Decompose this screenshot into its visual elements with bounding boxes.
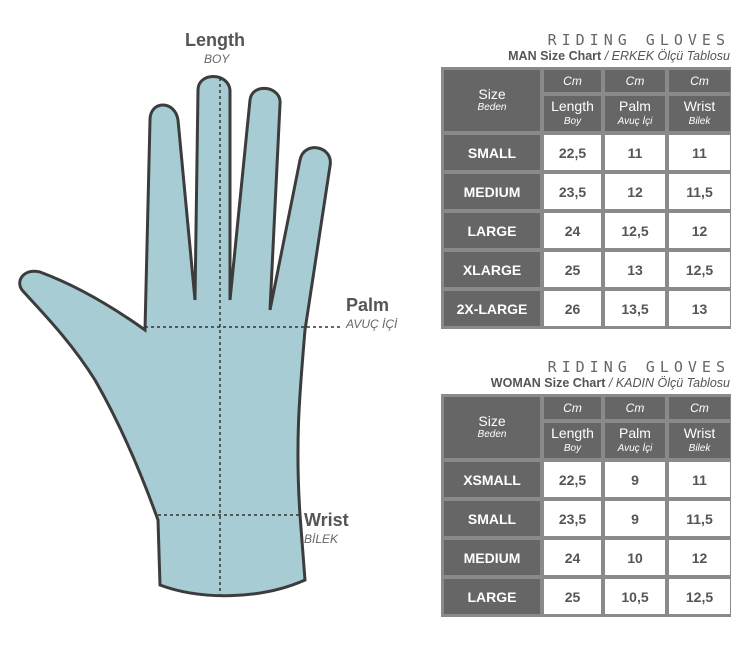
length-label-tr: BOY bbox=[204, 52, 230, 66]
table-cell: 11 bbox=[605, 135, 665, 170]
table-cell: 26 bbox=[544, 291, 601, 326]
table-cell: 22,5 bbox=[544, 135, 601, 170]
unit-header: Cm bbox=[605, 70, 665, 92]
column-header: Length Boy bbox=[544, 423, 601, 458]
size-row-label: XLARGE bbox=[444, 252, 540, 287]
table-cell: 22,5 bbox=[544, 462, 601, 497]
size-row-label: LARGE bbox=[444, 213, 540, 248]
table-cell: 11 bbox=[669, 462, 730, 497]
table-cell: 10,5 bbox=[605, 579, 665, 614]
palm-label-tr: AVUÇ İÇİ bbox=[346, 317, 398, 331]
table-cell: 24 bbox=[544, 540, 601, 575]
size-row-label: XSMALL bbox=[444, 462, 540, 497]
wrist-label-tr: BİLEK bbox=[304, 532, 339, 546]
palm-label: Palm bbox=[346, 295, 390, 315]
table-cell: 11,5 bbox=[669, 501, 730, 536]
table-cell: 13 bbox=[605, 252, 665, 287]
woman-size-table: Size Beden Cm Cm Cm Length Boy Palm Avuç İçi Wris… bbox=[441, 394, 731, 617]
table-cell: 23,5 bbox=[544, 501, 601, 536]
unit-header: Cm bbox=[544, 397, 601, 419]
length-label: Length bbox=[185, 30, 245, 50]
table-cell: 12 bbox=[669, 540, 730, 575]
size-header: Size Beden bbox=[444, 397, 540, 458]
table-cell: 25 bbox=[544, 252, 601, 287]
table-cell: 12,5 bbox=[605, 213, 665, 248]
size-row-label: MEDIUM bbox=[444, 540, 540, 575]
unit-header: Cm bbox=[544, 70, 601, 92]
table-cell: 9 bbox=[605, 462, 665, 497]
woman-chart-title: RIDING GLOVES WOMAN Size Chart / KADIN Ö… bbox=[490, 358, 730, 390]
column-header: Wrist Bilek bbox=[669, 96, 730, 131]
column-header: Length Boy bbox=[544, 96, 601, 131]
unit-header: Cm bbox=[669, 70, 730, 92]
table-cell: 23,5 bbox=[544, 174, 601, 209]
size-row-label: MEDIUM bbox=[444, 174, 540, 209]
table-cell: 9 bbox=[605, 501, 665, 536]
size-row-label: SMALL bbox=[444, 501, 540, 536]
wrist-label: Wrist bbox=[304, 510, 349, 530]
table-cell: 13 bbox=[669, 291, 730, 326]
table-cell: 11 bbox=[669, 135, 730, 170]
hand-illustration bbox=[18, 75, 342, 598]
table-cell: 11,5 bbox=[669, 174, 730, 209]
unit-header: Cm bbox=[669, 397, 730, 419]
table-cell: 12,5 bbox=[669, 579, 730, 614]
column-header: Palm Avuç İçi bbox=[605, 96, 665, 131]
table-cell: 24 bbox=[544, 213, 601, 248]
size-header: Size Beden bbox=[444, 70, 540, 131]
size-row-label: SMALL bbox=[444, 135, 540, 170]
man-size-table: Size Beden Cm Cm Cm Length Boy Palm Avuç İçi Wris… bbox=[441, 67, 731, 329]
column-header: Palm Avuç İçi bbox=[605, 423, 665, 458]
table-cell: 12,5 bbox=[669, 252, 730, 287]
size-row-label: LARGE bbox=[444, 579, 540, 614]
column-header: Wrist Bilek bbox=[669, 423, 730, 458]
table-cell: 12 bbox=[669, 213, 730, 248]
table-cell: 25 bbox=[544, 579, 601, 614]
man-chart-title: RIDING GLOVES MAN Size Chart / ERKEK Ölç… bbox=[508, 31, 730, 63]
table-cell: 12 bbox=[605, 174, 665, 209]
size-row-label: 2X-LARGE bbox=[444, 291, 540, 326]
unit-header: Cm bbox=[605, 397, 665, 419]
table-cell: 13,5 bbox=[605, 291, 665, 326]
table-cell: 10 bbox=[605, 540, 665, 575]
